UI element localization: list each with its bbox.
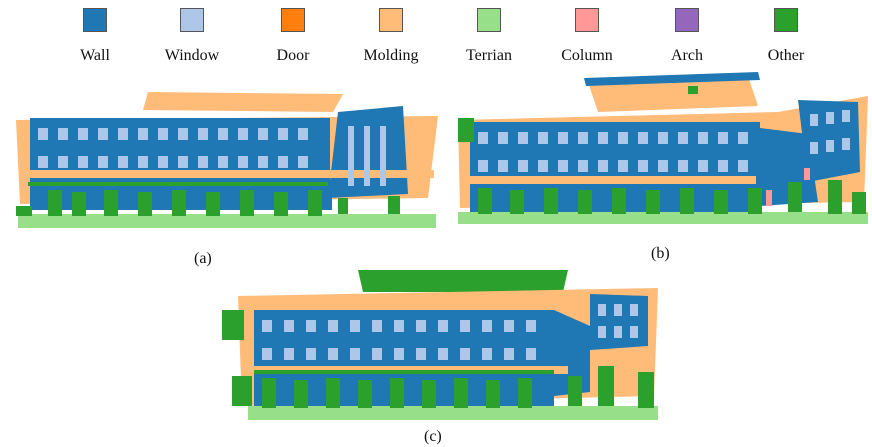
legend-swatch-wall (83, 8, 107, 32)
legend-label-wall: Wall (80, 47, 110, 64)
caption-a: (a) (194, 250, 212, 267)
legend-label-arch: Arch (671, 47, 703, 64)
legend-swatch-door (281, 8, 305, 32)
vegetation-b (458, 86, 866, 214)
legend-swatch-other (774, 8, 798, 32)
legend-item-arch: Arch (637, 8, 737, 65)
legend-label-molding: Molding (363, 47, 419, 64)
legend-swatch-arch (675, 8, 699, 32)
legend-label-door: Door (276, 47, 310, 64)
point-cloud-panel-b (448, 72, 872, 232)
legend-swatch-column (575, 8, 599, 32)
legend-swatch-terrian (477, 8, 501, 32)
windows-row-b (478, 110, 850, 172)
legend-item-door: Door (243, 8, 343, 65)
point-cloud-image-c (222, 270, 658, 420)
vegetation-c (222, 310, 654, 408)
legend-item-window: Window (142, 8, 242, 65)
legend-label-column: Column (561, 47, 613, 64)
legend-item-column: Column (537, 8, 637, 65)
caption-c: (c) (424, 428, 442, 445)
legend-label-window: Window (164, 47, 220, 64)
legend: Wall Window Door Molding Terrian Column … (0, 0, 872, 70)
legend-item-other: Other (736, 8, 836, 65)
legend-swatch-window (180, 8, 204, 32)
caption-b: (b) (651, 245, 670, 262)
columns-b (766, 168, 810, 206)
point-cloud-image-b (458, 72, 868, 224)
legend-item-wall: Wall (45, 8, 145, 65)
windows-row-c (262, 304, 638, 360)
windows-row-a (38, 126, 386, 186)
legend-item-terrian: Terrian (439, 8, 539, 65)
vegetation-a (16, 182, 400, 216)
point-cloud-panel-a (8, 86, 440, 246)
legend-label-other: Other (767, 47, 805, 64)
point-cloud-image-a (16, 92, 438, 228)
legend-swatch-molding (379, 8, 403, 32)
point-cloud-panel-c (218, 266, 668, 426)
legend-label-terrian: Terrian (466, 47, 512, 64)
legend-item-molding: Molding (341, 8, 441, 65)
